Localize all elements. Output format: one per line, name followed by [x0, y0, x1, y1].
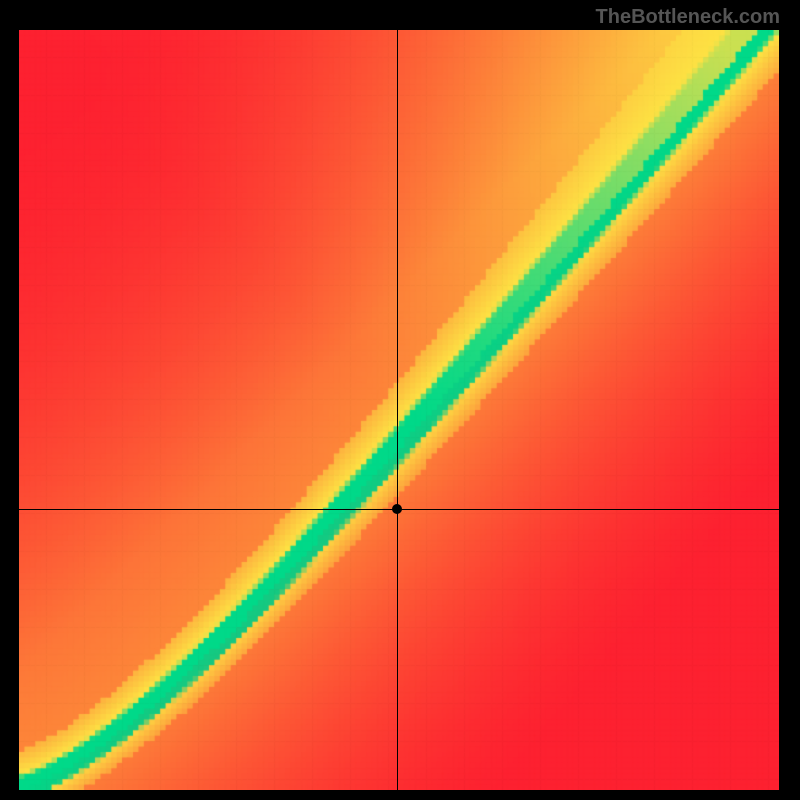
- crosshair-vertical: [397, 30, 398, 790]
- watermark-text: TheBottleneck.com: [596, 6, 780, 29]
- bottleneck-heatmap: [19, 30, 779, 790]
- heatmap-canvas: [19, 30, 779, 790]
- selection-marker[interactable]: [392, 504, 402, 514]
